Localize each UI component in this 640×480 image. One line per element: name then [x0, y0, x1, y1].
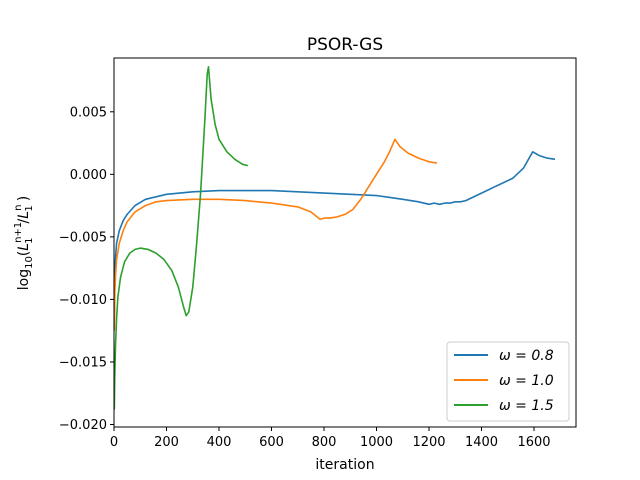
- series-line-1: [113, 138, 438, 331]
- y-axis: −0.020 −0.015 −0.010 −0.005 0.000 0.005: [59, 105, 114, 433]
- legend-label-1: ω = 1.0: [499, 373, 554, 389]
- x-tick-label: 1400: [465, 435, 498, 450]
- y-tick-label: 0.000: [70, 168, 107, 183]
- y-axis-label-log: log: [16, 269, 32, 290]
- legend-label-2: ω = 1.5: [499, 398, 554, 414]
- y-axis-label-rest: (Ln+11/Ln1): [13, 196, 35, 256]
- y-tick-label: −0.010: [59, 293, 107, 308]
- y-axis-label-sub: 10: [24, 256, 35, 269]
- y-tick-label: 0.005: [70, 105, 107, 120]
- series-line-2: [113, 66, 249, 410]
- x-tick-label: 600: [259, 435, 284, 450]
- x-tick-label: 1600: [517, 435, 550, 450]
- x-tick-label: 1000: [360, 435, 393, 450]
- y-tick-label: −0.015: [59, 355, 107, 370]
- plot-lines: [113, 66, 556, 410]
- x-tick-label: 0: [110, 435, 118, 450]
- x-axis: 0 200 400 600 800 1000 1200 1400 1600: [110, 427, 551, 450]
- series-line-0: [113, 151, 556, 316]
- legend-label-0: ω = 0.8: [499, 348, 554, 364]
- y-axis-label: log10(Ln+11/Ln1): [13, 196, 35, 291]
- x-tick-label: 1200: [412, 435, 445, 450]
- x-tick-label: 400: [207, 435, 232, 450]
- y-tick-label: −0.005: [59, 230, 107, 245]
- x-tick-label: 200: [154, 435, 179, 450]
- legend: ω = 0.8 ω = 1.0 ω = 1.5: [446, 341, 570, 422]
- plot-frame: [113, 57, 577, 428]
- x-axis-label: iteration: [315, 457, 374, 473]
- chart-title: PSOR-GS: [307, 35, 383, 55]
- y-tick-label: −0.020: [59, 418, 107, 433]
- legend-box: [446, 341, 570, 422]
- x-tick-label: 800: [312, 435, 337, 450]
